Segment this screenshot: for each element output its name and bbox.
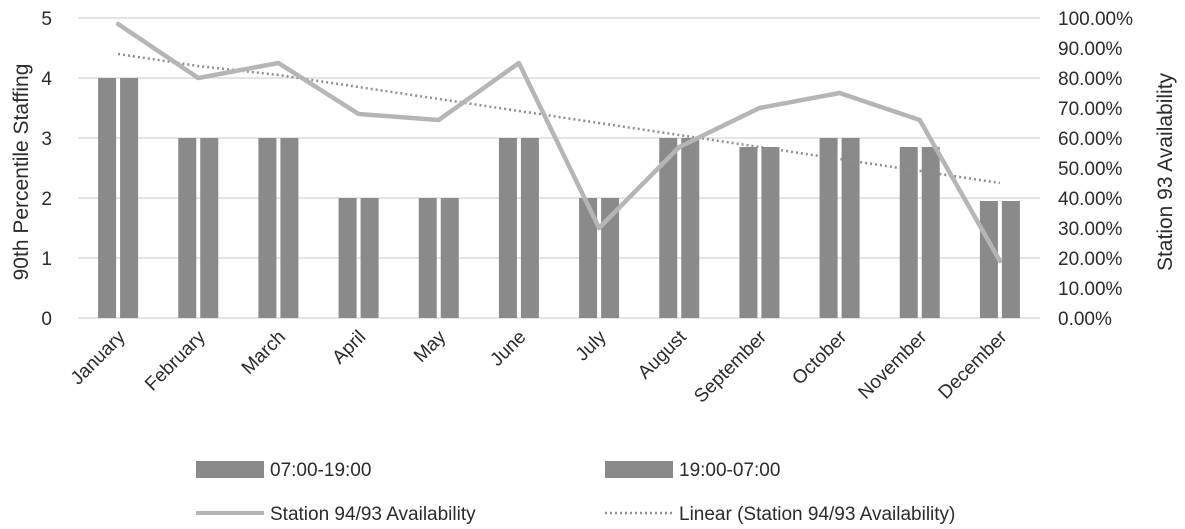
y-tick-label: 2	[41, 189, 52, 210]
x-tick-label: August	[634, 326, 691, 383]
bar-1	[819, 138, 838, 318]
y-axis-ticks: 0 1 2 3 4 5	[41, 9, 52, 330]
y2-axis-ticks: 0.00% 10.00% 20.00% 30.00% 40.00% 50.00% 60.00…	[1058, 9, 1133, 330]
y2-tick-label: 0.00%	[1058, 309, 1112, 330]
x-tick-label: April	[328, 327, 370, 369]
bar-2	[1001, 201, 1020, 318]
legend-label-trend: Linear (Station 94/93 Availability)	[679, 504, 955, 525]
bar-1	[98, 78, 117, 318]
legend-label-bar2: 19:00-07:00	[679, 460, 780, 481]
y2-tick-label: 100.00%	[1058, 9, 1133, 30]
legend-swatch-bar1	[196, 461, 264, 478]
x-tick-label: June	[486, 327, 530, 371]
bar-1	[579, 198, 598, 318]
y2-axis-title: Station 93 Availability	[1154, 72, 1177, 271]
y-axis-title: 90th Percentile Staffing	[10, 64, 33, 281]
bar-1	[338, 198, 357, 318]
y2-tick-label: 30.00%	[1058, 219, 1123, 240]
bar-2	[200, 138, 219, 318]
y-tick-label: 1	[41, 249, 52, 270]
x-tick-label: October	[788, 326, 851, 389]
availability-line-path	[115, 21, 1003, 264]
availability-line	[115, 21, 1003, 264]
y2-tick-label: 90.00%	[1058, 39, 1123, 60]
bar-2	[601, 198, 620, 318]
bar-2	[841, 138, 860, 318]
bar-1	[258, 138, 277, 318]
bar-2	[120, 78, 139, 318]
bar-2	[440, 198, 459, 318]
bar-1	[659, 138, 678, 318]
x-tick-label: December	[935, 326, 1012, 403]
bar-1	[178, 138, 197, 318]
legend-swatch-bar2	[605, 461, 673, 478]
bars	[98, 78, 1020, 318]
y2-tick-label: 80.00%	[1058, 69, 1123, 90]
bar-2	[360, 198, 379, 318]
legend-label-bar1: 07:00-19:00	[270, 460, 371, 481]
legend: 07:00-19:00 19:00-07:00 Station 94/93 Av…	[196, 460, 955, 525]
y2-tick-label: 70.00%	[1058, 99, 1123, 120]
x-tick-label: November	[854, 326, 931, 403]
y-tick-label: 4	[41, 69, 52, 90]
y2-tick-label: 50.00%	[1058, 159, 1123, 180]
bar-2	[520, 138, 539, 318]
bar-2	[761, 147, 780, 318]
y2-tick-label: 60.00%	[1058, 129, 1123, 150]
bar-2	[681, 138, 700, 318]
bar-1	[979, 201, 998, 318]
y2-tick-label: 20.00%	[1058, 249, 1123, 270]
x-tick-label: February	[141, 326, 210, 395]
x-tick-label: March	[238, 327, 290, 379]
legend-label-line: Station 94/93 Availability	[270, 504, 476, 525]
bar-1	[739, 147, 758, 318]
y-tick-label: 3	[41, 129, 52, 150]
x-tick-label: July	[572, 326, 611, 365]
x-tick-label: January	[67, 326, 130, 389]
x-axis-ticks: January February March April May June July Augu…	[67, 326, 1012, 407]
x-tick-label: May	[410, 326, 451, 367]
bar-1	[899, 147, 918, 318]
bar-1	[418, 198, 437, 318]
trendline-path	[117, 52, 1001, 185]
y2-tick-label: 10.00%	[1058, 279, 1123, 300]
y-tick-label: 5	[41, 9, 52, 30]
bar-2	[280, 138, 299, 318]
y-tick-label: 0	[41, 309, 52, 330]
grid-lines	[78, 17, 1040, 319]
bar-2	[921, 147, 940, 318]
bar-1	[498, 138, 517, 318]
x-tick-label: September	[690, 326, 771, 407]
trendline	[117, 52, 1001, 185]
y2-tick-label: 40.00%	[1058, 189, 1123, 210]
